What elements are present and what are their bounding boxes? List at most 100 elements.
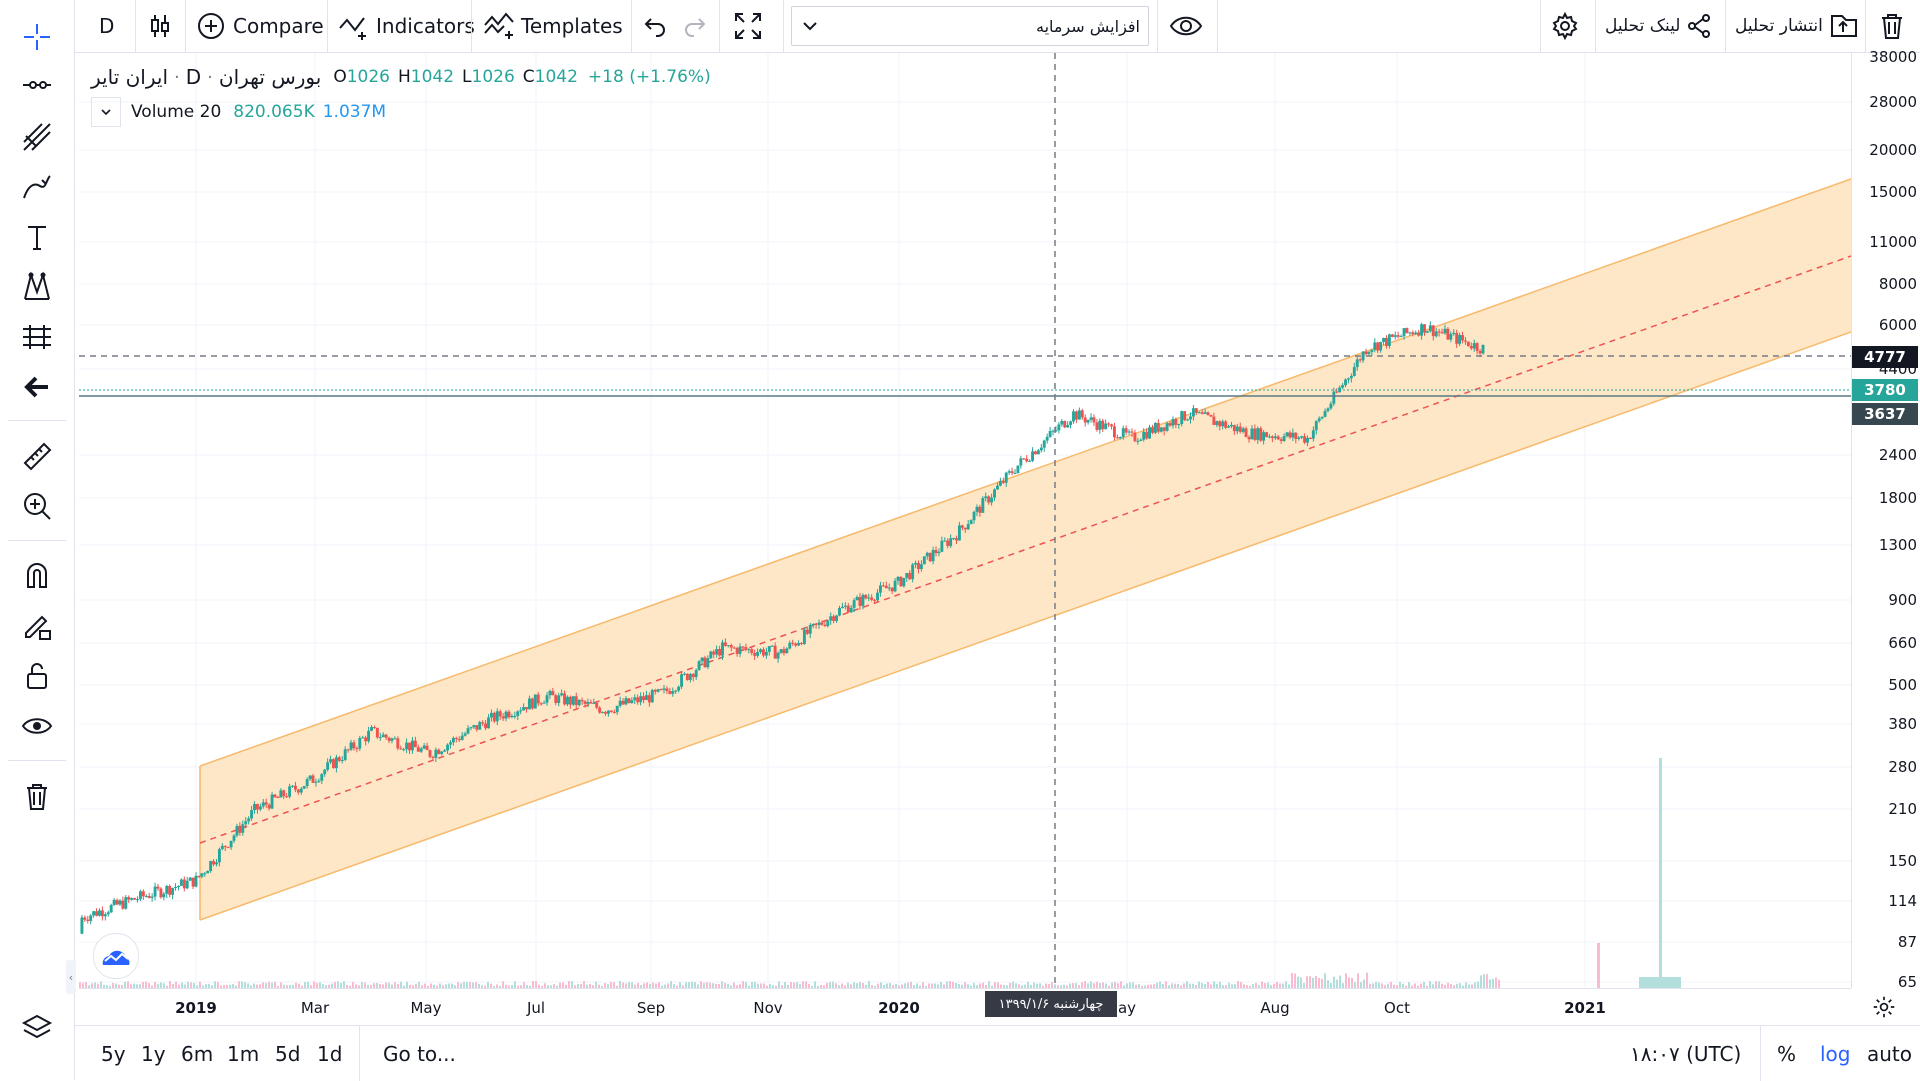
watch-button[interactable]: [1169, 0, 1203, 52]
zoom-in-icon[interactable]: [0, 483, 74, 529]
compare-button[interactable]: Compare: [197, 0, 324, 52]
chart-logo[interactable]: [93, 933, 139, 979]
volume-bar: [1015, 983, 1017, 988]
volume-bar: [730, 985, 732, 988]
range-1m[interactable]: 1m: [227, 1026, 259, 1081]
settings-button[interactable]: [1551, 0, 1579, 52]
candle-body: [1232, 424, 1236, 432]
brush-icon[interactable]: [0, 164, 74, 210]
candle-body: [688, 674, 692, 680]
layers-icon[interactable]: [0, 1005, 74, 1051]
volume-bar: [664, 984, 666, 988]
volume-bar: [1345, 973, 1347, 988]
volume-bar: [1486, 974, 1488, 988]
lock-drawing-icon[interactable]: [0, 603, 74, 649]
range-1d[interactable]: 1d: [317, 1026, 342, 1081]
range-label: 6m: [181, 1041, 214, 1066]
candle-body: [241, 824, 245, 833]
crosshair-icon[interactable]: [0, 14, 74, 60]
time-axis[interactable]: چهارشنبه ۱۳۹۹/۱/۶ 2019 Mar May Jul Sep Nov 202…: [79, 988, 1851, 1025]
volume-bar: [1471, 984, 1473, 988]
analysis-dropdown[interactable]: افزایش سرمایه: [791, 6, 1149, 46]
share-link-button[interactable]: لینک تحلیل: [1605, 0, 1712, 52]
visibility-icon[interactable]: [0, 703, 74, 749]
collapse-toolbar-handle[interactable]: ‹: [66, 960, 76, 994]
candle-body: [343, 749, 347, 760]
candle-body: [141, 891, 145, 897]
symbol-name[interactable]: ایران تایر: [91, 65, 169, 89]
back-arrow-icon[interactable]: [0, 364, 74, 410]
volume-value: 820.065K: [233, 102, 315, 122]
timezone-button[interactable]: ۱۸:۰۷ (UTC): [1630, 1026, 1741, 1081]
candle-body: [732, 647, 736, 649]
range-5y[interactable]: 5y: [101, 1026, 126, 1081]
pitchfork-icon[interactable]: [0, 114, 74, 160]
time-axis-label: 2021: [1564, 999, 1606, 1017]
volume-bar: [82, 982, 84, 988]
axis-settings-button[interactable]: [1872, 995, 1896, 1023]
publish-button[interactable]: انتشار تحلیل: [1735, 0, 1859, 52]
candle-body: [124, 897, 128, 909]
auto-toggle[interactable]: auto: [1867, 1026, 1912, 1081]
chart-pane[interactable]: ایران تایر · D · بورس تهران O 1026 H 104…: [79, 53, 1851, 988]
volume-bar: [1081, 982, 1083, 988]
fullscreen-button[interactable]: [733, 0, 763, 52]
chevron-down-icon: [803, 22, 817, 31]
goto-button[interactable]: Go to...: [383, 1026, 456, 1081]
volume-bar: [991, 985, 993, 988]
volume-bar: [1294, 973, 1296, 988]
candle-body: [390, 738, 394, 741]
volume-bar: [1159, 981, 1161, 988]
volume-label[interactable]: Volume 20: [131, 102, 222, 122]
candle-body: [615, 705, 619, 713]
interval-button[interactable]: D: [99, 0, 114, 52]
candle-body: [1382, 337, 1385, 342]
measure-lines-icon[interactable]: [0, 314, 74, 360]
candle-body: [165, 885, 169, 894]
candle-body: [130, 898, 134, 900]
candle-body: [1177, 423, 1181, 425]
log-toggle[interactable]: log: [1820, 1026, 1851, 1081]
volume-bar: [1468, 984, 1470, 988]
candle-body: [440, 751, 444, 755]
trash-icon[interactable]: [0, 773, 74, 819]
symbol-legend: ایران تایر · D · بورس تهران O 1026 H 104…: [91, 65, 711, 89]
price-axis-label: 87: [1897, 933, 1917, 951]
candle-body: [922, 556, 926, 565]
ruler-icon[interactable]: [0, 433, 74, 479]
volume-bar: [769, 983, 771, 988]
pattern-icon[interactable]: [0, 264, 74, 310]
unlock-icon[interactable]: [0, 653, 74, 699]
volume-bar: [1132, 982, 1134, 988]
candle-body: [539, 703, 543, 705]
candle-body: [431, 756, 435, 758]
collapse-button[interactable]: [91, 97, 121, 127]
candle-body: [451, 737, 455, 743]
indicators-button[interactable]: Indicators: [338, 0, 475, 52]
price-axis-label: 2400: [1878, 446, 1917, 464]
redo-button[interactable]: [681, 0, 707, 52]
volume-bar: [706, 982, 708, 988]
volume-bar: [865, 984, 867, 988]
volume-bar: [955, 982, 957, 988]
candle-body: [937, 551, 941, 554]
range-6m[interactable]: 6m: [181, 1026, 213, 1081]
trend-line-icon[interactable]: [0, 62, 74, 108]
delete-button[interactable]: [1879, 0, 1905, 52]
volume-bar: [688, 982, 690, 988]
candle-body: [928, 552, 932, 562]
range-5d[interactable]: 5d: [275, 1026, 300, 1081]
range-1y[interactable]: 1y: [141, 1026, 166, 1081]
candle-body: [811, 623, 815, 626]
templates-button[interactable]: Templates: [483, 0, 623, 52]
percent-toggle[interactable]: %: [1777, 1026, 1796, 1081]
candle-body: [387, 737, 391, 741]
volume-bar: [193, 983, 195, 988]
text-icon[interactable]: [0, 214, 74, 260]
price-axis[interactable]: 38000 28000 20000 15000 11000 8000 6000 4400 240…: [1851, 48, 1920, 991]
undo-button[interactable]: [643, 0, 669, 52]
volume-bar: [211, 985, 213, 988]
candle-body: [656, 689, 660, 692]
magnet-icon[interactable]: [0, 553, 74, 599]
chart-type-button[interactable]: [145, 0, 175, 52]
